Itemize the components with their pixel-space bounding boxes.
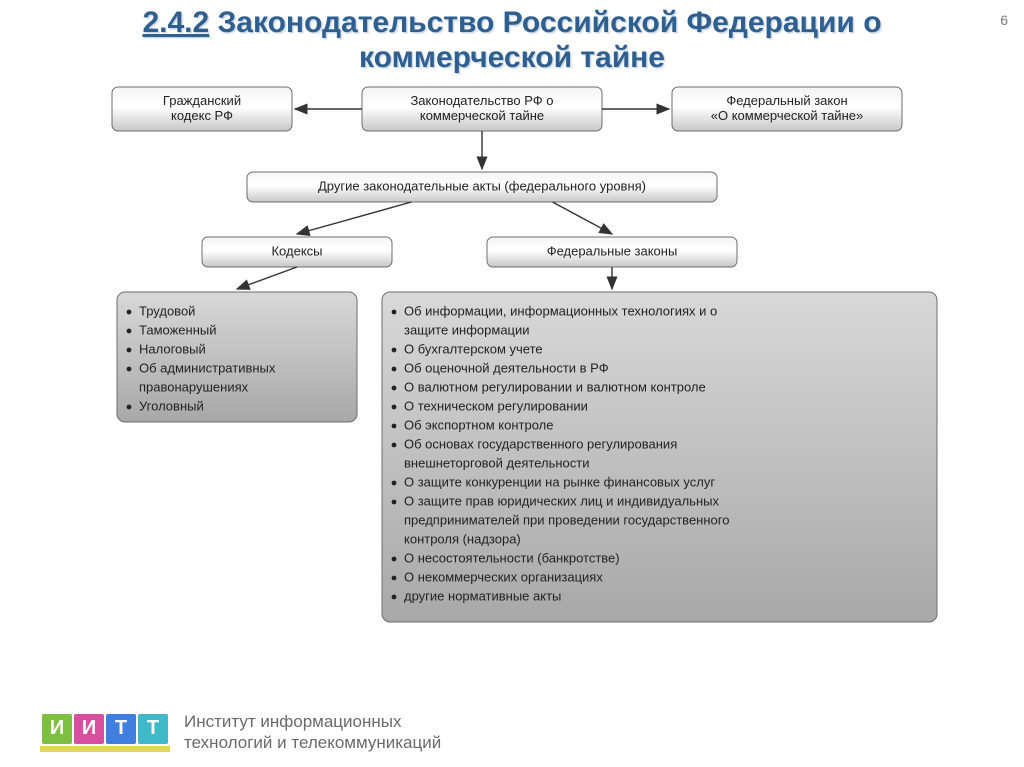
svg-text:Трудовой: Трудовой bbox=[139, 304, 195, 319]
svg-text:другие нормативные акты: другие нормативные акты bbox=[404, 589, 561, 604]
svg-text:О некоммерческих организациях: О некоммерческих организациях bbox=[404, 570, 603, 585]
svg-text:О валютном регулировании и вал: О валютном регулировании и валютном конт… bbox=[404, 380, 706, 395]
logo-letter: И bbox=[42, 714, 72, 744]
footer-line2: технологий и телекоммуникаций bbox=[184, 732, 441, 753]
svg-text:Федеральный закон: Федеральный закон bbox=[726, 93, 847, 108]
title-line1: Законодательство Российской Федерации о bbox=[209, 6, 881, 39]
footer: ИИТТ Институт информационных технологий … bbox=[40, 711, 441, 754]
svg-text:внешнеторговой деятельности: внешнеторговой деятельности bbox=[404, 456, 590, 471]
footer-line1: Институт информационных bbox=[184, 711, 441, 732]
svg-text:Другие законодательные акты (ф: Другие законодательные акты (федеральног… bbox=[318, 178, 646, 193]
svg-text:Об экспортном контроле: Об экспортном контроле bbox=[404, 418, 553, 433]
svg-text:Таможенный: Таможенный bbox=[139, 323, 217, 338]
svg-text:О защите конкуренции на рынке: О защите конкуренции на рынке финансовых… bbox=[404, 475, 715, 490]
svg-text:кодекс РФ: кодекс РФ bbox=[171, 108, 233, 123]
svg-text:Об информации, информационных: Об информации, информационных технология… bbox=[404, 304, 717, 319]
svg-text:Об оценочной деятельности в РФ: Об оценочной деятельности в РФ bbox=[404, 361, 609, 376]
svg-text:О защите прав юридических лиц: О защите прав юридических лиц и индивиду… bbox=[404, 494, 719, 509]
svg-text:предпринимателей при проведени: предпринимателей при проведении государс… bbox=[404, 513, 729, 528]
svg-text:О техническом регулировании: О техническом регулировании bbox=[404, 399, 588, 414]
footer-text: Институт информационных технологий и тел… bbox=[184, 711, 441, 754]
flowchart: Гражданскийкодекс РФ Законодательство РФ … bbox=[52, 77, 972, 647]
svg-text:Налоговый: Налоговый bbox=[139, 342, 206, 357]
page-number: 6 bbox=[1000, 12, 1008, 28]
svg-text:Гражданский: Гражданский bbox=[163, 93, 241, 108]
svg-text:Об основах государственного ре: Об основах государственного регулировани… bbox=[404, 437, 677, 452]
logo-letter: Т bbox=[138, 714, 168, 744]
svg-text:защите информации: защите информации bbox=[404, 323, 530, 338]
svg-text:О несостоятельности (банкротст: О несостоятельности (банкротстве) bbox=[404, 551, 620, 566]
svg-text:Кодексы: Кодексы bbox=[271, 243, 322, 258]
svg-text:правонарушениях: правонарушениях bbox=[139, 380, 249, 395]
logo: ИИТТ bbox=[40, 712, 170, 752]
title-section-number: 2.4.2 bbox=[142, 6, 209, 39]
svg-text:О бухгалтерском учете: О бухгалтерском учете bbox=[404, 342, 543, 357]
title-line2: коммерческой тайне bbox=[40, 41, 984, 76]
svg-text:Законодательство РФ о: Законодательство РФ о bbox=[410, 93, 553, 108]
svg-text:Уголовный: Уголовный bbox=[139, 399, 204, 414]
svg-text:коммерческой тайне: коммерческой тайне bbox=[420, 108, 544, 123]
svg-text:контроля (надзора): контроля (надзора) bbox=[404, 532, 521, 547]
svg-text:Федеральные законы: Федеральные законы bbox=[547, 243, 678, 258]
svg-text:«О коммерческой тайне»: «О коммерческой тайне» bbox=[711, 108, 863, 123]
slide-title: 2.4.2 Законодательство Российской Федера… bbox=[0, 0, 1024, 77]
logo-letter: И bbox=[74, 714, 104, 744]
svg-text:Об административных: Об административных bbox=[139, 361, 276, 376]
logo-letter: Т bbox=[106, 714, 136, 744]
